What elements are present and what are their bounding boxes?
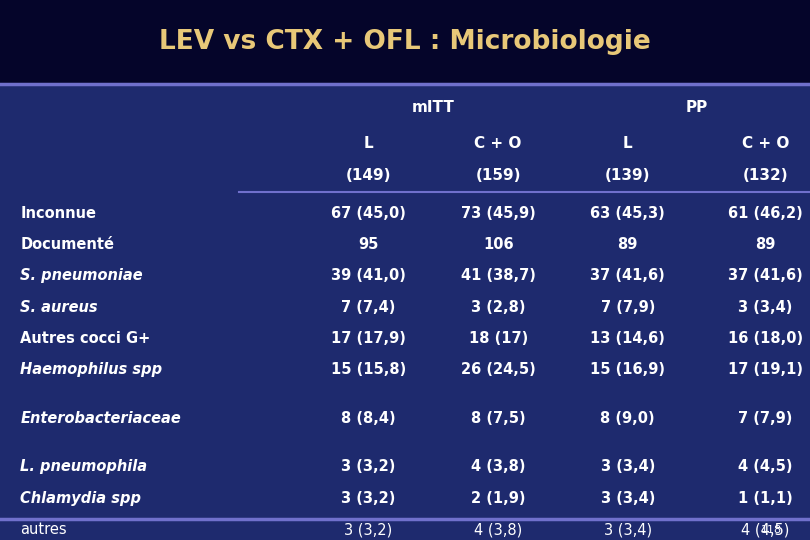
Text: 26 (24,5): 26 (24,5) (461, 362, 535, 377)
Text: 1 (1,1): 1 (1,1) (738, 491, 793, 506)
Text: 4 (3,8): 4 (3,8) (471, 460, 526, 475)
Text: 13 (14,6): 13 (14,6) (590, 331, 665, 346)
Text: PP: PP (685, 100, 708, 116)
Text: 106: 106 (483, 237, 514, 252)
Text: 95: 95 (358, 237, 379, 252)
Text: mITT: mITT (412, 100, 454, 116)
Text: 118: 118 (761, 524, 782, 535)
Text: 3 (3,4): 3 (3,4) (603, 522, 652, 537)
Text: 2 (1,9): 2 (1,9) (471, 491, 526, 506)
Text: 4 (4,5): 4 (4,5) (741, 522, 790, 537)
Text: (132): (132) (743, 168, 788, 183)
Text: 63 (45,3): 63 (45,3) (590, 206, 665, 221)
Text: 16 (18,0): 16 (18,0) (728, 331, 803, 346)
Text: Documenté: Documenté (20, 237, 114, 252)
Text: L: L (623, 136, 633, 151)
Text: 8 (7,5): 8 (7,5) (471, 411, 526, 426)
Text: S. aureus: S. aureus (20, 300, 98, 315)
Bar (0, 84, 810, 540)
Text: 3 (3,2): 3 (3,2) (344, 522, 393, 537)
Text: 7 (7,9): 7 (7,9) (600, 300, 655, 315)
Text: 3 (3,4): 3 (3,4) (600, 460, 655, 475)
Text: Haemophilus spp: Haemophilus spp (20, 362, 162, 377)
Text: 3 (2,8): 3 (2,8) (471, 300, 526, 315)
Text: 4 (3,8): 4 (3,8) (474, 522, 522, 537)
Text: 17 (17,9): 17 (17,9) (331, 331, 406, 346)
Text: LEV vs CTX + OFL : Microbiologie: LEV vs CTX + OFL : Microbiologie (159, 29, 651, 55)
Text: 15 (15,8): 15 (15,8) (331, 362, 406, 377)
Text: C + O: C + O (742, 136, 789, 151)
Text: Inconnue: Inconnue (20, 206, 96, 221)
Text: 41 (38,7): 41 (38,7) (461, 268, 535, 284)
Text: 17 (19,1): 17 (19,1) (728, 362, 803, 377)
Text: 89: 89 (755, 237, 776, 252)
Text: 4 (4,5): 4 (4,5) (738, 460, 793, 475)
Text: 15 (16,9): 15 (16,9) (590, 362, 665, 377)
Text: (159): (159) (475, 168, 521, 183)
Text: 7 (7,4): 7 (7,4) (341, 300, 396, 315)
Text: 8 (8,4): 8 (8,4) (341, 411, 396, 426)
Text: Enterobacteriaceae: Enterobacteriaceae (20, 411, 181, 426)
Text: 8 (9,0): 8 (9,0) (600, 411, 655, 426)
Text: L: L (364, 136, 373, 151)
Text: 73 (45,9): 73 (45,9) (461, 206, 535, 221)
Text: 3 (3,2): 3 (3,2) (341, 491, 396, 506)
Text: 37 (41,6): 37 (41,6) (728, 268, 803, 284)
Text: Chlamydia spp: Chlamydia spp (20, 491, 141, 506)
Text: 39 (41,0): 39 (41,0) (331, 268, 406, 284)
Text: 3 (3,4): 3 (3,4) (600, 491, 655, 506)
Text: 3 (3,2): 3 (3,2) (341, 460, 396, 475)
Text: C + O: C + O (475, 136, 522, 151)
Text: Autres cocci G+: Autres cocci G+ (20, 331, 151, 346)
Text: S. pneumoniae: S. pneumoniae (20, 268, 143, 284)
Text: autres: autres (20, 522, 67, 537)
Text: 37 (41,6): 37 (41,6) (590, 268, 665, 284)
Text: (149): (149) (346, 168, 391, 183)
Text: 61 (46,2): 61 (46,2) (728, 206, 803, 221)
Text: 7 (7,9): 7 (7,9) (738, 411, 793, 426)
Text: 18 (17): 18 (17) (468, 331, 528, 346)
Text: L. pneumophila: L. pneumophila (20, 460, 147, 475)
Text: 89: 89 (617, 237, 638, 252)
Text: (139): (139) (605, 168, 650, 183)
Text: 3 (3,4): 3 (3,4) (738, 300, 793, 315)
Text: 67 (45,0): 67 (45,0) (331, 206, 406, 221)
